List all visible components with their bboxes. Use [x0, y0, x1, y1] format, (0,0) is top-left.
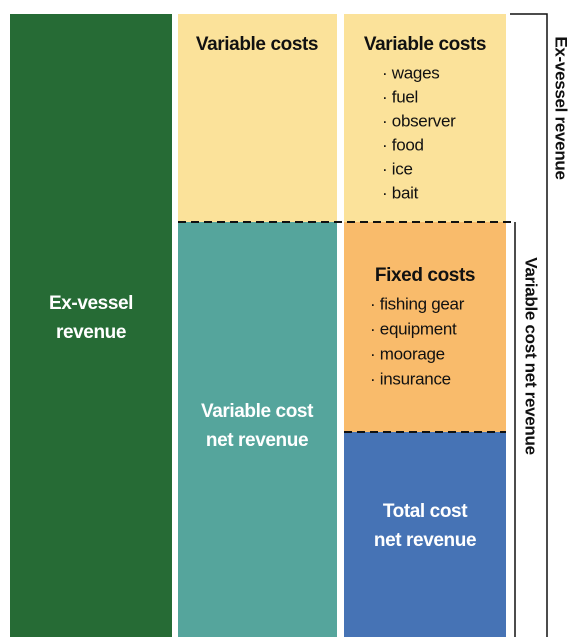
block-title: net revenue	[374, 530, 476, 551]
block-title: Ex-vessel	[49, 293, 133, 314]
bracket	[510, 13, 548, 637]
block-title: Variable cost	[201, 401, 314, 422]
block-item: · fishing gear	[370, 294, 465, 313]
block-item: · moorage	[370, 344, 445, 363]
block	[178, 222, 337, 637]
block-item: · ice	[382, 159, 413, 178]
block-title: Variable costs	[196, 34, 318, 55]
bracket-label: Ex-vessel revenue	[552, 36, 571, 179]
block	[344, 222, 506, 432]
block	[344, 14, 506, 222]
block-title: Fixed costs	[375, 265, 475, 286]
bracket-label: Variable cost net revenue	[522, 257, 541, 455]
block-title: net revenue	[206, 430, 308, 451]
block-item: · insurance	[370, 369, 451, 388]
block-item: · wages	[382, 63, 439, 82]
block-item: · bait	[382, 183, 419, 202]
block-title: Total cost	[383, 501, 468, 522]
block	[344, 432, 506, 637]
block	[10, 14, 172, 637]
block	[178, 14, 337, 222]
block-item: · observer	[382, 111, 456, 130]
block-title: revenue	[56, 322, 126, 343]
block-item: · food	[382, 135, 424, 154]
block-item: · equipment	[370, 319, 457, 338]
block-item: · fuel	[382, 87, 418, 106]
block-title: Variable costs	[364, 34, 486, 55]
